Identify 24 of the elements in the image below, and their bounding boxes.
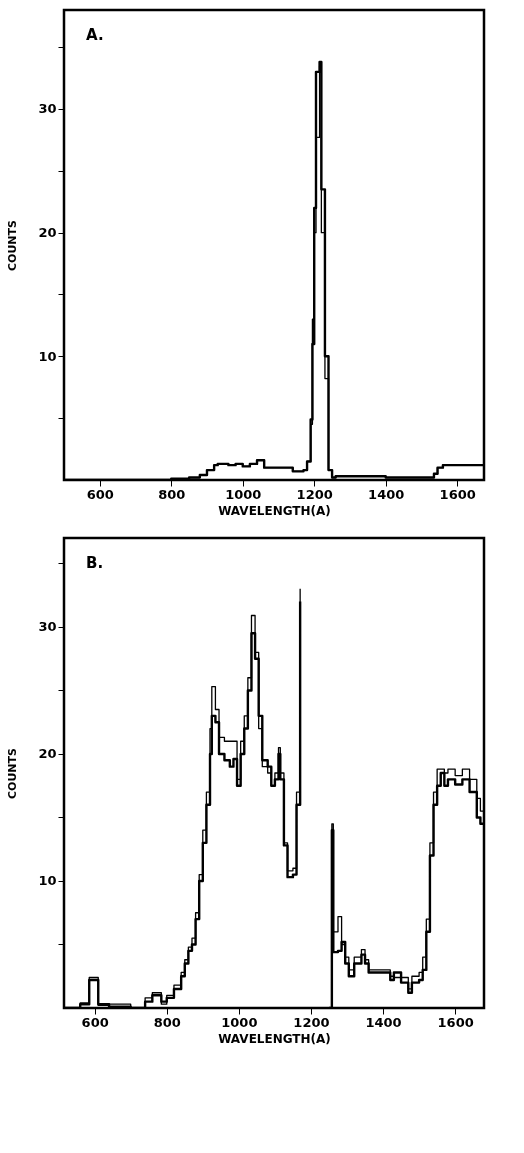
x-tick-label: 600 <box>86 486 114 502</box>
x-tick-label: 1200 <box>293 1014 330 1030</box>
text: B. <box>86 554 104 572</box>
x-tick-label: 1400 <box>365 1014 402 1030</box>
x-tick-label: 1600 <box>439 486 476 502</box>
x-tick-label: 1400 <box>368 486 405 502</box>
y-axis-title: COUNTS <box>6 747 20 799</box>
x-axis-title: WAVELENGTH(A) <box>218 503 331 518</box>
x-tick-label: 1600 <box>437 1014 474 1030</box>
y-tick-label: 20 <box>38 746 57 762</box>
y-tick-label: 30 <box>38 101 57 117</box>
x-tick-label: 800 <box>158 486 186 502</box>
text: A. <box>86 26 104 44</box>
y-tick-label: 10 <box>38 348 57 364</box>
x-tick-label: 1200 <box>296 486 333 502</box>
y-tick-label: 20 <box>38 225 57 241</box>
x-tick-label: 800 <box>153 1014 181 1030</box>
x-tick-label: 1000 <box>225 486 262 502</box>
y-tick-label: 10 <box>38 873 57 889</box>
x-tick-label: 1000 <box>221 1014 258 1030</box>
x-axis-title: WAVELENGTH(A) <box>218 1031 331 1046</box>
y-tick-label: 30 <box>38 619 57 635</box>
x-tick-label: 600 <box>81 1014 109 1030</box>
y-axis-title: COUNTS <box>6 219 20 271</box>
